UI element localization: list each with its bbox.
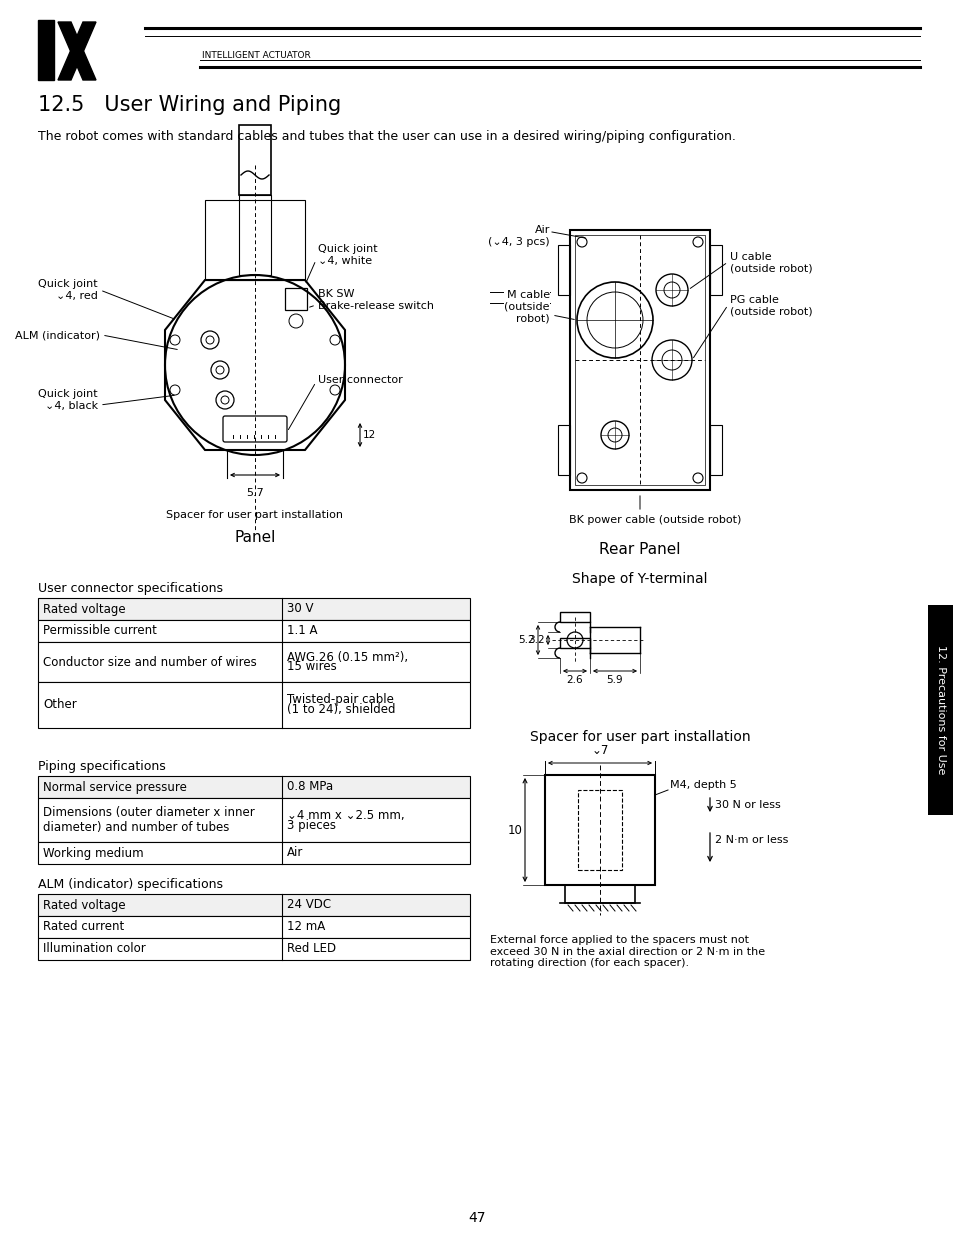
- Bar: [285, 288, 307, 310]
- Text: Quick joint
⌄4, white: Quick joint ⌄4, white: [317, 245, 377, 266]
- Text: Air
(⌄4, 3 pcs): Air (⌄4, 3 pcs): [488, 225, 550, 247]
- Bar: [38, 798, 470, 842]
- Text: BK SW
Brake-release switch: BK SW Brake-release switch: [317, 289, 434, 311]
- Bar: [559, 638, 589, 648]
- Text: User connector specifications: User connector specifications: [38, 582, 223, 595]
- Text: Permissible current: Permissible current: [43, 625, 156, 637]
- Text: 2 N·m or less: 2 N·m or less: [714, 835, 787, 845]
- Bar: [564, 885, 635, 903]
- Text: Dimensions (outer diameter x inner
diameter) and number of tubes: Dimensions (outer diameter x inner diame…: [43, 806, 254, 834]
- Text: 3.2: 3.2: [528, 635, 544, 645]
- Text: Quick joint
⌄4, red: Quick joint ⌄4, red: [38, 279, 98, 301]
- Bar: [205, 200, 305, 280]
- Text: PG cable
(outside robot): PG cable (outside robot): [729, 295, 812, 316]
- Text: The robot comes with standard cables and tubes that the user can use in a desire: The robot comes with standard cables and…: [38, 130, 735, 143]
- Text: 12: 12: [363, 430, 375, 440]
- Bar: [558, 245, 569, 295]
- Text: 5.9: 5.9: [606, 676, 622, 685]
- Text: AWG 26 (0.15 mm²),: AWG 26 (0.15 mm²),: [287, 651, 408, 663]
- Bar: [709, 425, 721, 475]
- Text: Rated voltage: Rated voltage: [43, 603, 126, 615]
- Text: Shape of Y-terminal: Shape of Y-terminal: [572, 572, 707, 585]
- Text: Normal service pressure: Normal service pressure: [43, 781, 187, 794]
- Bar: [38, 916, 470, 939]
- Bar: [38, 842, 470, 864]
- Text: 15 wires: 15 wires: [287, 661, 336, 673]
- Text: 12.5   User Wiring and Piping: 12.5 User Wiring and Piping: [38, 95, 341, 115]
- Text: 10: 10: [508, 824, 522, 836]
- Text: Red LED: Red LED: [287, 942, 335, 956]
- Bar: [239, 195, 271, 275]
- Text: 1.1 A: 1.1 A: [287, 625, 317, 637]
- Bar: [578, 790, 621, 869]
- Text: M4, depth 5: M4, depth 5: [669, 781, 736, 790]
- Polygon shape: [58, 22, 96, 80]
- Text: 2.6: 2.6: [566, 676, 582, 685]
- Text: User connector: User connector: [317, 375, 402, 385]
- Bar: [927, 605, 953, 815]
- Text: 5.7: 5.7: [246, 488, 264, 498]
- Text: 12. Precautions for Use: 12. Precautions for Use: [935, 646, 945, 774]
- Bar: [38, 598, 470, 620]
- Text: U cable
(outside robot): U cable (outside robot): [729, 252, 812, 274]
- Text: Rear Panel: Rear Panel: [598, 542, 680, 557]
- Bar: [38, 894, 470, 916]
- Text: Illumination color: Illumination color: [43, 942, 146, 956]
- Text: 24 VDC: 24 VDC: [287, 899, 331, 911]
- Polygon shape: [58, 22, 96, 80]
- Text: Air: Air: [287, 846, 303, 860]
- Bar: [239, 125, 271, 195]
- Bar: [38, 642, 470, 682]
- Text: External force applied to the spacers must not
exceed 30 N in the axial directio: External force applied to the spacers mu…: [490, 935, 764, 968]
- Text: Working medium: Working medium: [43, 846, 144, 860]
- Text: Quick joint
⌄4, black: Quick joint ⌄4, black: [38, 389, 98, 411]
- Text: Piping specifications: Piping specifications: [38, 760, 166, 773]
- Text: BK power cable (outside robot): BK power cable (outside robot): [568, 515, 740, 525]
- Bar: [709, 245, 721, 295]
- Bar: [38, 939, 470, 960]
- Bar: [38, 620, 470, 642]
- Text: 30 V: 30 V: [287, 603, 314, 615]
- Bar: [38, 682, 470, 727]
- Text: (1 to 24), shielded: (1 to 24), shielded: [287, 704, 395, 716]
- Bar: [558, 425, 569, 475]
- Text: INTELLIGENT ACTUATOR: INTELLIGENT ACTUATOR: [202, 51, 311, 59]
- Bar: [575, 235, 704, 485]
- Text: Twisted-pair cable: Twisted-pair cable: [287, 694, 394, 706]
- Text: 5.2: 5.2: [517, 635, 535, 645]
- Text: ⌄7: ⌄7: [591, 743, 608, 757]
- Text: M cable
(outside
robot): M cable (outside robot): [504, 290, 550, 324]
- Text: 47: 47: [468, 1212, 485, 1225]
- Text: Panel: Panel: [234, 530, 275, 545]
- Text: Conductor size and number of wires: Conductor size and number of wires: [43, 656, 256, 668]
- Text: Other: Other: [43, 699, 76, 711]
- Bar: [544, 776, 655, 885]
- Text: 3 pieces: 3 pieces: [287, 819, 335, 831]
- Bar: [38, 20, 54, 80]
- Bar: [38, 776, 470, 798]
- Text: Rated voltage: Rated voltage: [43, 899, 126, 911]
- Text: ALM (indicator): ALM (indicator): [15, 330, 100, 340]
- Text: Rated current: Rated current: [43, 920, 124, 934]
- Text: 12 mA: 12 mA: [287, 920, 325, 934]
- Text: 0.8 MPa: 0.8 MPa: [287, 781, 333, 794]
- Text: Spacer for user part installation: Spacer for user part installation: [167, 510, 343, 520]
- Text: 30 N or less: 30 N or less: [714, 800, 780, 810]
- Text: ⌄4 mm x ⌄2.5 mm,: ⌄4 mm x ⌄2.5 mm,: [287, 809, 404, 821]
- Text: Spacer for user part installation: Spacer for user part installation: [529, 730, 749, 743]
- Bar: [569, 230, 709, 490]
- Bar: [559, 613, 589, 622]
- Text: ALM (indicator) specifications: ALM (indicator) specifications: [38, 878, 223, 890]
